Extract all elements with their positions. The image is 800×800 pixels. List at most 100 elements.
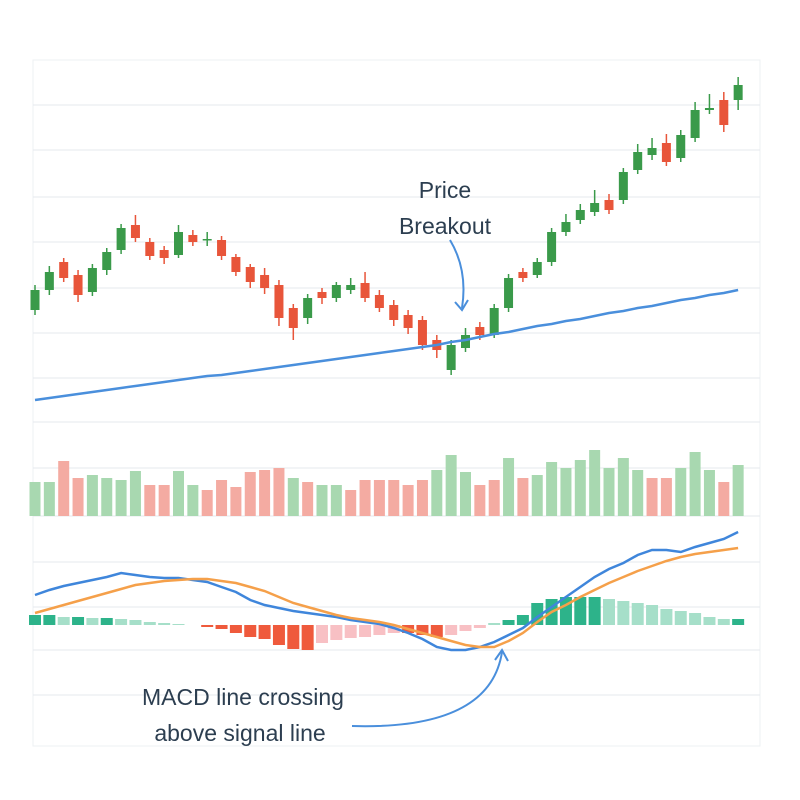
candle-body: [346, 285, 356, 290]
volume-bar: [732, 465, 744, 516]
candle-body: [303, 298, 313, 318]
arrow: [449, 239, 465, 309]
volume-bar: [488, 480, 500, 516]
histogram-bar: [502, 620, 515, 625]
histogram-bar: [57, 617, 70, 625]
histogram-bar: [229, 625, 242, 633]
volume-bar: [431, 470, 443, 516]
candle-body: [30, 290, 40, 310]
candle-body: [130, 225, 140, 238]
candle-body: [159, 250, 169, 258]
candle-body: [604, 200, 614, 210]
histogram-bar: [373, 625, 386, 635]
volume-bar: [316, 485, 328, 516]
volume-bar: [574, 460, 586, 516]
candle-body: [647, 148, 657, 155]
histogram-bar: [72, 617, 85, 625]
macd-line: [34, 530, 739, 652]
candle-body: [733, 85, 743, 100]
histogram-bar: [115, 619, 128, 625]
volume-bar: [230, 487, 242, 516]
volume-bar: [345, 490, 357, 516]
volume-bar: [115, 480, 127, 516]
histogram-bar: [603, 599, 615, 625]
volume-bar: [546, 462, 558, 516]
candle-body: [475, 327, 485, 335]
histogram-bar: [172, 624, 185, 625]
volume-bar: [388, 480, 400, 516]
histogram-bar: [588, 597, 601, 625]
candle-body: [331, 285, 341, 298]
volume-bar: [718, 482, 730, 516]
volume-bar: [675, 468, 687, 516]
volume-bar: [460, 472, 471, 516]
candle-body: [202, 239, 212, 241]
volume-bar: [187, 485, 199, 516]
candle-body: [446, 345, 456, 370]
arrow-head: [494, 648, 509, 662]
histogram-bar: [287, 625, 300, 649]
volume-bar: [302, 482, 314, 516]
volume-bar: [86, 475, 98, 516]
volume-bar: [703, 470, 715, 516]
histogram-bar: [473, 625, 486, 628]
candle-body: [360, 283, 370, 298]
candle-body: [245, 267, 255, 282]
histogram-bar: [430, 625, 443, 637]
histogram-bar: [646, 605, 659, 625]
histogram-bar: [100, 618, 113, 625]
histogram-bar: [316, 625, 328, 643]
volume-bar: [373, 480, 385, 516]
volume-bar: [58, 461, 70, 516]
histogram-bar: [143, 622, 156, 625]
volume-bar: [244, 472, 256, 516]
candle-body: [87, 268, 97, 292]
volume-bar: [402, 485, 414, 516]
annotation: Breakout: [399, 213, 492, 239]
candle-body: [676, 135, 686, 158]
volume-bar: [216, 480, 228, 516]
volume-bar: [503, 458, 515, 516]
arrow-head: [454, 299, 469, 312]
candle-body: [489, 308, 499, 335]
histogram-bar: [215, 625, 228, 629]
candle-body: [518, 272, 528, 278]
candle-body: [561, 222, 571, 232]
candle-body: [231, 257, 241, 272]
histogram-bar: [86, 618, 99, 625]
volume-bar: [72, 478, 84, 516]
volume-bar: [589, 450, 601, 516]
histogram-bar: [516, 615, 529, 625]
candle-body: [102, 252, 112, 270]
volume-bar: [474, 485, 486, 516]
candle-body: [704, 108, 714, 110]
candle-body: [532, 262, 542, 275]
volume-bar: [359, 480, 371, 516]
volume-bar: [445, 455, 457, 516]
volume-bar: [660, 478, 672, 516]
candle-body: [145, 242, 155, 256]
candle-body: [317, 292, 327, 298]
candle-body: [44, 272, 54, 290]
volume-bar: [101, 478, 113, 516]
histogram-bar: [631, 603, 644, 625]
volume-bar: [689, 452, 701, 516]
candle-body: [547, 232, 557, 262]
candle-body: [719, 100, 729, 125]
histogram-bar: [732, 619, 745, 625]
histogram-bar: [359, 625, 372, 637]
histogram-bar: [201, 625, 214, 627]
volume-bar: [531, 475, 543, 516]
histogram-bar: [660, 609, 673, 625]
histogram-bar: [717, 619, 730, 625]
volume-bar: [517, 478, 529, 516]
volume-bar: [259, 470, 271, 516]
histogram-bar: [445, 625, 458, 635]
histogram-bar: [416, 625, 429, 635]
annotation: Price: [419, 177, 471, 203]
candle-body: [288, 308, 298, 328]
candle-body: [389, 305, 399, 320]
volume-bar: [416, 480, 428, 516]
histogram-bar: [703, 617, 716, 625]
